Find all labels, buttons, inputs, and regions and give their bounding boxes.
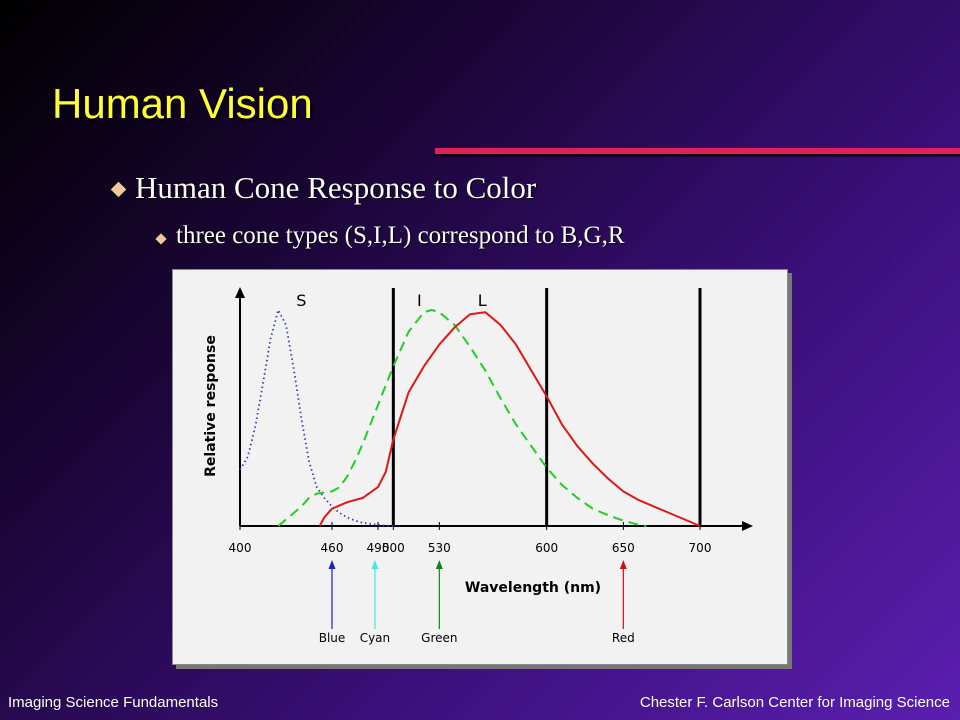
chart-panel: 400 460 490 500 530 600 650 700 S I L Blue Cyan Green…	[172, 269, 788, 665]
title-underline	[435, 148, 960, 154]
series-curve-S	[239, 309, 394, 527]
slide-title: Human Vision	[52, 80, 313, 127]
marker-arrow-red	[619, 560, 627, 569]
marker-arrow-cyan	[371, 560, 379, 569]
bullet-diamond-icon	[110, 181, 127, 198]
x-tick-label-650: 650	[612, 541, 635, 555]
series-curve-L	[318, 311, 701, 527]
marker-label-blue: Blue	[319, 631, 346, 645]
x-tick-label-700: 700	[689, 541, 712, 555]
x-axis-label: Wavelength (nm)	[465, 580, 601, 596]
x-tick-label-400: 400	[229, 541, 252, 555]
marker-label-red: Red	[612, 631, 635, 645]
marker-arrow-blue	[328, 560, 336, 569]
marker-label-cyan: Cyan	[360, 631, 390, 645]
x-axis-arrow	[742, 521, 753, 531]
y-axis-label: Relative response	[203, 335, 219, 477]
x-tick-label-500: 500	[382, 541, 405, 555]
footer-left: Imaging Science Fundamentals	[8, 694, 219, 711]
curve-label-I: I	[417, 291, 422, 310]
y-axis-arrow	[235, 287, 245, 298]
curve-label-S: S	[296, 291, 306, 310]
curve-label-L: L	[478, 291, 487, 310]
x-tick-label-490: 490	[367, 541, 390, 555]
x-tick-label-600: 600	[535, 541, 558, 555]
marker-label-green: Green	[421, 631, 457, 645]
footer-right: Chester F. Carlson Center for Imaging Sc…	[639, 694, 950, 711]
bullet-main: Human Cone Response to Color	[135, 170, 537, 205]
series-curve-I	[277, 309, 647, 527]
x-tick-label-460: 460	[321, 541, 344, 555]
marker-arrow-green	[435, 560, 443, 569]
x-tick-label-530: 530	[428, 541, 451, 555]
bullet-sub: three cone types (S,I,L) correspond to B…	[176, 222, 625, 249]
sub-bullet-diamond-icon	[155, 233, 167, 245]
